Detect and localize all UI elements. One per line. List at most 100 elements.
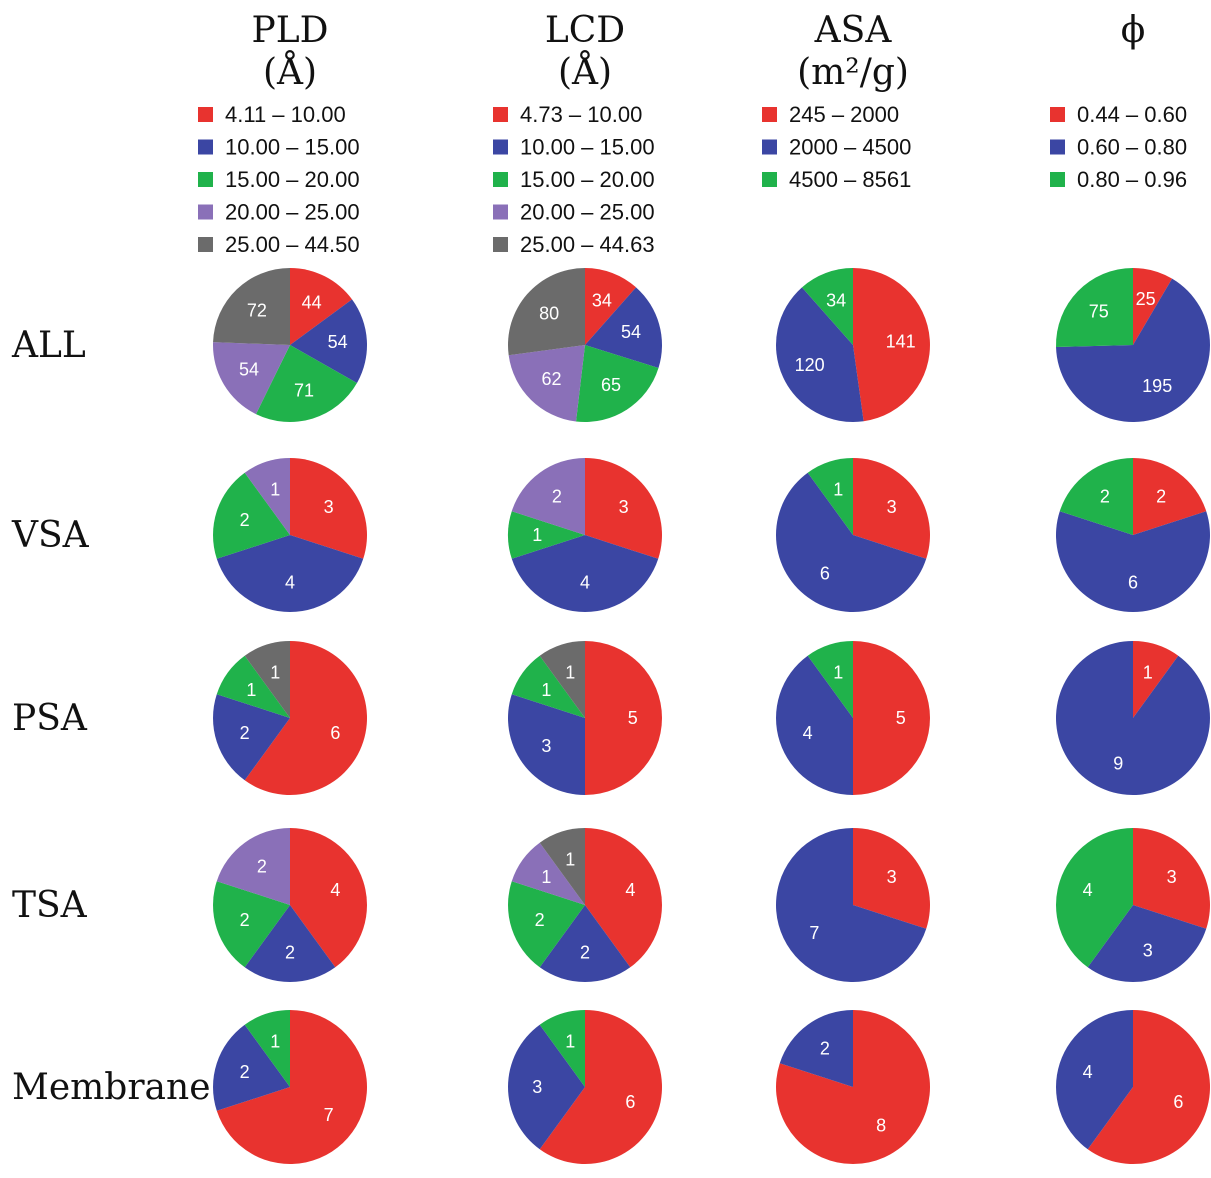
- pie-slice: [244, 905, 336, 982]
- pie-slice-label: 6: [1173, 1092, 1183, 1112]
- row-label-vsa: VSA: [11, 515, 90, 556]
- pie-slice: [853, 641, 930, 795]
- legend-swatch-lcd-3: [493, 204, 508, 220]
- pie-slice-label: 7: [809, 923, 819, 943]
- pie-slice-label: 65: [601, 375, 621, 395]
- pie-slice: [1133, 268, 1173, 345]
- legend-label-lcd-1: 10.00 – 15.00: [520, 135, 655, 160]
- pie-slice: [776, 287, 864, 422]
- pie-slice-label: 75: [1089, 302, 1109, 322]
- pie-slice-label: 1: [270, 480, 280, 500]
- legend-swatch-lcd-4: [493, 237, 508, 252]
- pie-slice-label: 3: [1143, 940, 1153, 960]
- pie-slice: [853, 268, 930, 422]
- pie-slice-label: 2: [1156, 486, 1166, 506]
- pie-slice-label: 1: [532, 525, 542, 545]
- legend-swatch-pld-1: [198, 139, 213, 155]
- pie-slice: [508, 345, 585, 422]
- pie-slice-label: 2: [240, 1062, 250, 1082]
- legend-label-phi-0: 0.44 – 0.60: [1077, 102, 1187, 127]
- pie-slice: [539, 1010, 585, 1087]
- pie-slice-label: 71: [294, 381, 314, 401]
- pie-slice-label: 25: [1136, 289, 1156, 309]
- pie-slice-label: 141: [886, 332, 916, 352]
- legend-swatch-asa-1: [762, 139, 777, 155]
- pie-slice: [511, 535, 659, 612]
- pie-slice-label: 1: [541, 680, 551, 700]
- row-label-psa: PSA: [12, 698, 88, 739]
- pie-slice: [585, 287, 662, 369]
- pie-slice: [511, 458, 585, 535]
- pie-slice: [507, 268, 585, 356]
- pie-slice-label: 2: [257, 856, 267, 876]
- pie-all-pld: 44 54 71 54 72: [212, 268, 368, 423]
- pie-slice-label: 4: [625, 880, 635, 900]
- pie-slice: [213, 268, 290, 345]
- pie-slice-label: 1: [270, 663, 280, 683]
- pie-slice: [1133, 828, 1210, 929]
- legend-label-lcd-3: 20.00 – 25.00: [520, 200, 655, 225]
- legend-label-lcd-2: 15.00 – 20.00: [520, 167, 655, 192]
- column-title-pld: PLD: [252, 10, 329, 51]
- pie-slice-label: 3: [887, 867, 897, 887]
- pie-slice: [776, 655, 853, 795]
- pie-psa-pld: 6 2 11: [213, 641, 368, 795]
- legend-label-pld-1: 10.00 – 15.00: [225, 135, 360, 160]
- pie-slice-label: 2: [552, 486, 562, 506]
- pie-slice: [290, 828, 367, 968]
- pie-slice: [539, 1010, 663, 1165]
- pie-psa-phi: 19: [1055, 641, 1210, 795]
- pie-slice: [216, 655, 290, 718]
- pie-slice-label: 1: [246, 680, 256, 700]
- pie-slice: [213, 472, 290, 559]
- pie-slice-label: 6: [1128, 573, 1138, 593]
- pie-slice: [1056, 828, 1133, 968]
- pie-slice: [244, 641, 290, 718]
- pie-slice-label: 9: [1113, 753, 1123, 773]
- pie-slice: [511, 655, 585, 718]
- pie-slice: [585, 458, 662, 559]
- legend-label-asa-0: 245 – 2000: [789, 102, 899, 127]
- pie-slice-label: 4: [1083, 880, 1093, 900]
- pie-slice-label: 62: [541, 369, 561, 389]
- pie-tsa-asa: 37: [775, 828, 930, 982]
- pie-slice-label: 4: [285, 573, 295, 593]
- pie-slice-label: 4: [580, 573, 590, 593]
- pie-slice: [776, 1010, 931, 1164]
- pie-slice-label: 2: [580, 943, 590, 963]
- pie-slice: [511, 842, 585, 905]
- pie-slice: [576, 345, 659, 422]
- legend-label-pld-4: 25.00 – 44.50: [225, 232, 360, 257]
- pie-slice-label: 1: [565, 663, 575, 683]
- pie-slice-label: 2: [285, 943, 295, 963]
- pie-slice-label: 1: [541, 867, 551, 887]
- pie-slice-label: 6: [820, 564, 830, 584]
- pie-slice: [216, 828, 290, 905]
- pie-slice: [244, 458, 290, 535]
- pie-slice-label: 3: [532, 1077, 542, 1097]
- pie-slice-label: 1: [1143, 663, 1153, 683]
- legend-swatch-asa-0: [762, 107, 777, 122]
- legend-swatch-pld-4: [198, 237, 213, 252]
- pie-slice-label: 4: [803, 723, 813, 743]
- pie-all-phi: 25 195 75: [1056, 268, 1211, 423]
- pie-all-asa: 141 120 34: [776, 268, 930, 422]
- pie-slice-label: 1: [565, 1032, 575, 1052]
- legend-label-pld-2: 15.00 – 20.00: [225, 167, 360, 192]
- pie-tsa-phi: 3 3 4: [1056, 828, 1210, 982]
- pie-slice: [255, 345, 357, 423]
- pie-slice: [1056, 278, 1211, 423]
- pie-slice-label: 54: [621, 322, 641, 342]
- pie-slice-label: 7: [324, 1105, 334, 1125]
- pie-slice: [1133, 458, 1207, 535]
- pie-slice-label: 2: [240, 510, 250, 530]
- legend-swatch-phi-0: [1050, 107, 1065, 122]
- pie-slice: [213, 881, 290, 968]
- pie-slice: [290, 299, 368, 384]
- pie-vsa-asa: 3 6 1: [775, 458, 930, 613]
- legend-label-asa-2: 4500 – 8561: [789, 167, 911, 192]
- pie-slice: [1087, 1010, 1211, 1165]
- pie-slice-label: 80: [539, 304, 559, 324]
- pie-slice: [1056, 268, 1133, 348]
- pie-slice-label: 3: [1167, 867, 1177, 887]
